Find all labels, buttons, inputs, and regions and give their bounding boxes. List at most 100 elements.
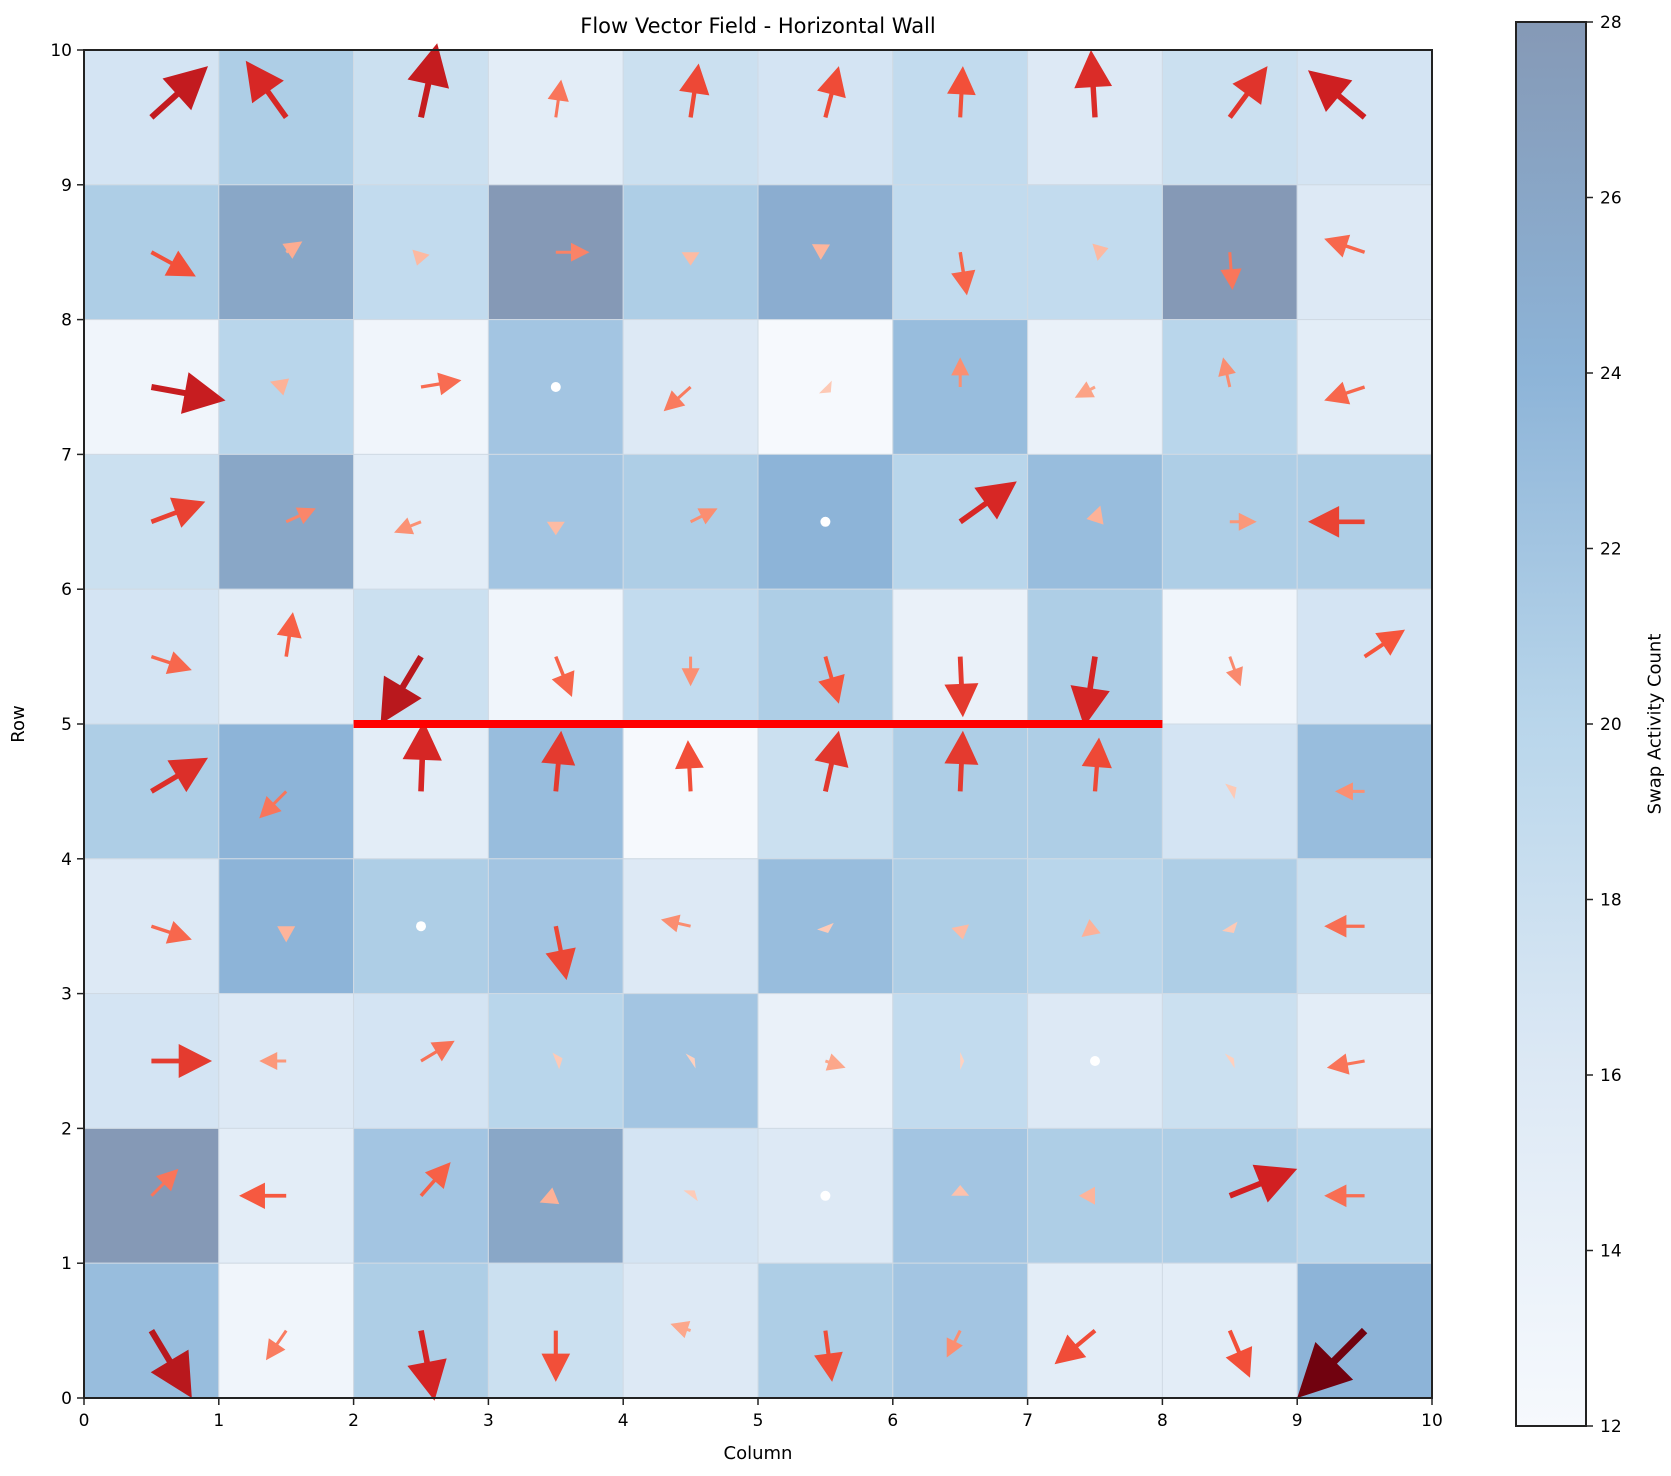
flow-arrow-icon xyxy=(944,656,979,718)
x-tick-label: 6 xyxy=(887,1411,898,1431)
flow-arrow-icon xyxy=(402,721,442,792)
colorbar-tick-label: 14 xyxy=(1600,1242,1622,1262)
heatmap-cell xyxy=(892,858,1029,995)
y-tick-label: 8 xyxy=(61,311,72,331)
x-axis-ticks: 0 1 2 3 4 5 6 7 8 9 10 xyxy=(79,1398,1443,1431)
flow-arrow-icon xyxy=(541,1330,571,1382)
flow-arrow-icon xyxy=(265,1329,288,1361)
flow-arrow-icon xyxy=(239,1182,287,1210)
flow-arrow-icon xyxy=(539,1187,560,1205)
heatmap-cell xyxy=(353,453,489,590)
flow-arrow-icon xyxy=(419,1162,451,1197)
flow-arrow-icon xyxy=(1363,629,1406,659)
flow-arrow-icon xyxy=(1074,50,1113,118)
y-tick-label: 6 xyxy=(61,580,72,600)
flow-arrow-icon xyxy=(681,656,700,687)
flow-arrow-icon xyxy=(951,357,970,387)
heatmap-cell xyxy=(1027,184,1163,321)
flow-arrow-icon xyxy=(276,612,302,657)
heatmap-cell xyxy=(83,1262,220,1399)
colorbar-ticks: 12 14 16 18 20 22 24 26 28 xyxy=(1586,13,1622,1437)
x-tick-label: 9 xyxy=(1292,1411,1303,1431)
flow-arrow-icon xyxy=(811,244,831,260)
colorbar-tick-label: 12 xyxy=(1600,1417,1622,1437)
flow-arrow-icon xyxy=(1334,782,1365,801)
flow-arrow-icon xyxy=(259,790,288,819)
heatmap-cell xyxy=(757,184,894,321)
heatmap-cell xyxy=(892,49,1029,186)
flow-arrow-icon xyxy=(1054,1328,1097,1365)
heatmap-cell xyxy=(1161,1127,1298,1264)
x-axis-label: Column xyxy=(723,1443,793,1464)
heatmap-cell xyxy=(892,993,1029,1129)
zero-vector-dot xyxy=(1090,1056,1100,1066)
heatmap-cell xyxy=(892,453,1029,590)
zero-vector-dot xyxy=(416,921,426,932)
flow-arrow-icon xyxy=(947,66,976,118)
y-tick-label: 4 xyxy=(61,850,72,870)
flow-arrow-icon xyxy=(1324,1184,1365,1208)
flow-arrow-icon xyxy=(817,922,834,933)
flow-arrow-icon xyxy=(1228,1164,1298,1203)
y-tick-label: 2 xyxy=(61,1119,72,1139)
flow-arrow-icon xyxy=(670,1321,692,1339)
zero-vector-dot xyxy=(820,516,831,527)
flow-arrow-icon xyxy=(960,1052,965,1070)
flow-arrow-icon xyxy=(546,521,565,536)
flow-arrow-icon xyxy=(270,378,290,396)
heatmap-cell xyxy=(1161,993,1298,1129)
x-tick-label: 5 xyxy=(753,1411,764,1431)
x-tick-label: 3 xyxy=(483,1411,494,1431)
colorbar xyxy=(1515,21,1587,1427)
y-tick-label: 1 xyxy=(61,1254,72,1274)
flow-arrow-icon xyxy=(1225,783,1237,800)
heatmap-cell xyxy=(1296,1127,1433,1264)
heatmap-cell xyxy=(218,184,355,321)
flow-arrow-icon xyxy=(1324,234,1366,258)
y-tick-label: 7 xyxy=(61,445,72,465)
flow-arrow-icon xyxy=(817,66,846,118)
heatmap-cell xyxy=(83,1127,220,1264)
flow-arrow-icon xyxy=(1220,252,1242,290)
colorbar-tick-label: 24 xyxy=(1600,364,1622,384)
flow-arrow-icon xyxy=(951,1185,970,1196)
flow-arrow-icon xyxy=(1081,737,1112,792)
flow-arrow-icon xyxy=(547,79,569,118)
flow-arrow-icon xyxy=(285,507,316,525)
flow-arrow-icon xyxy=(1092,243,1109,261)
heatmap-cell xyxy=(757,319,894,455)
y-tick-label: 10 xyxy=(50,41,72,61)
flow-arrow-icon xyxy=(951,251,976,296)
flow-arrow-icon xyxy=(685,1053,696,1069)
flow-arrow-icon xyxy=(150,1168,179,1197)
y-axis-ticks: 0 1 2 3 4 5 6 7 8 9 10 xyxy=(50,41,84,1409)
heatmap-cell xyxy=(218,1262,355,1399)
flow-arrow-icon xyxy=(1074,381,1096,398)
heatmap-cell xyxy=(218,588,355,725)
flow-arrow-icon xyxy=(681,252,700,266)
flow-arrow-icon xyxy=(1307,70,1367,120)
flow-arrow-icon xyxy=(1229,512,1257,531)
y-axis-label: Row xyxy=(8,705,29,743)
heatmap-cell xyxy=(622,319,759,455)
heatmap-cell xyxy=(1296,588,1433,725)
flow-arrow-icon xyxy=(151,1044,213,1078)
flow-arrow-icon xyxy=(679,63,710,118)
heatmap-cell xyxy=(83,858,220,995)
zero-vector-dot xyxy=(550,382,561,392)
x-tick-label: 7 xyxy=(1022,1411,1033,1431)
heatmap-cell xyxy=(1161,858,1298,995)
flow-arrow-icon xyxy=(545,925,576,981)
flow-arrow-icon xyxy=(824,1053,846,1071)
flow-arrow-icon xyxy=(1326,1053,1365,1075)
x-tick-label: 1 xyxy=(213,1411,224,1431)
heatmap-cell xyxy=(1161,723,1298,860)
flow-arrow-icon xyxy=(552,1052,563,1070)
flow-arrow-icon xyxy=(944,730,979,792)
heatmap-cell xyxy=(1161,49,1298,186)
flow-arrow-icon xyxy=(412,249,430,266)
flow-arrow-icon xyxy=(245,60,289,120)
flow-arrow-icon xyxy=(420,1040,455,1063)
flow-arrow-icon xyxy=(259,1052,287,1070)
